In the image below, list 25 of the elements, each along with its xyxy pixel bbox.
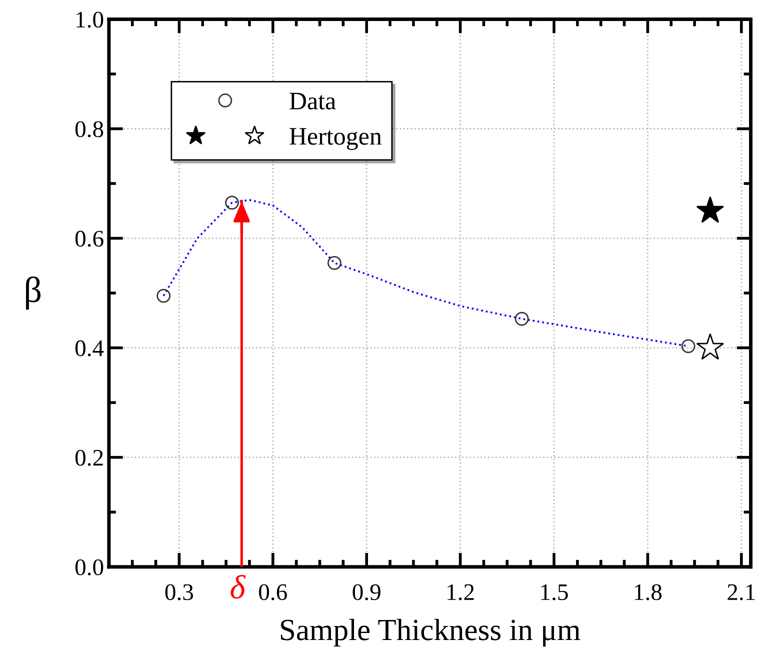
x-tick-label: 1.5 (541, 584, 568, 600)
point (681, 339, 696, 354)
point (696, 196, 724, 223)
x-tick-label: 0.3 (165, 584, 194, 600)
y-tick-label: 1.0 (76, 12, 104, 28)
y-tick-label: 0.8 (75, 121, 104, 138)
point (696, 333, 724, 360)
y-tick-label: 0.4 (75, 340, 104, 356)
y-tick-label: 0.2 (75, 450, 103, 466)
point (327, 256, 342, 270)
x-tick-label: 2.1 (728, 584, 755, 600)
x-tick-label: 1.2 (448, 584, 474, 600)
point (225, 196, 239, 210)
x-tick-label: 0.6 (259, 584, 287, 600)
x-axis-title: Sample Thickness in μm (280, 618, 580, 647)
y-axis-title: β (26, 276, 41, 310)
x-tick-label: 0.9 (352, 584, 380, 600)
legend-label: Data (290, 92, 336, 110)
legend-label: Hertogen (290, 128, 382, 150)
ref-line-label: δ (230, 575, 246, 599)
y-tick-label: 0.0 (75, 559, 104, 576)
x-tick-label: 1.8 (635, 584, 662, 600)
y-tick-label: 0.6 (75, 230, 104, 247)
point (514, 312, 529, 326)
point (156, 288, 171, 303)
